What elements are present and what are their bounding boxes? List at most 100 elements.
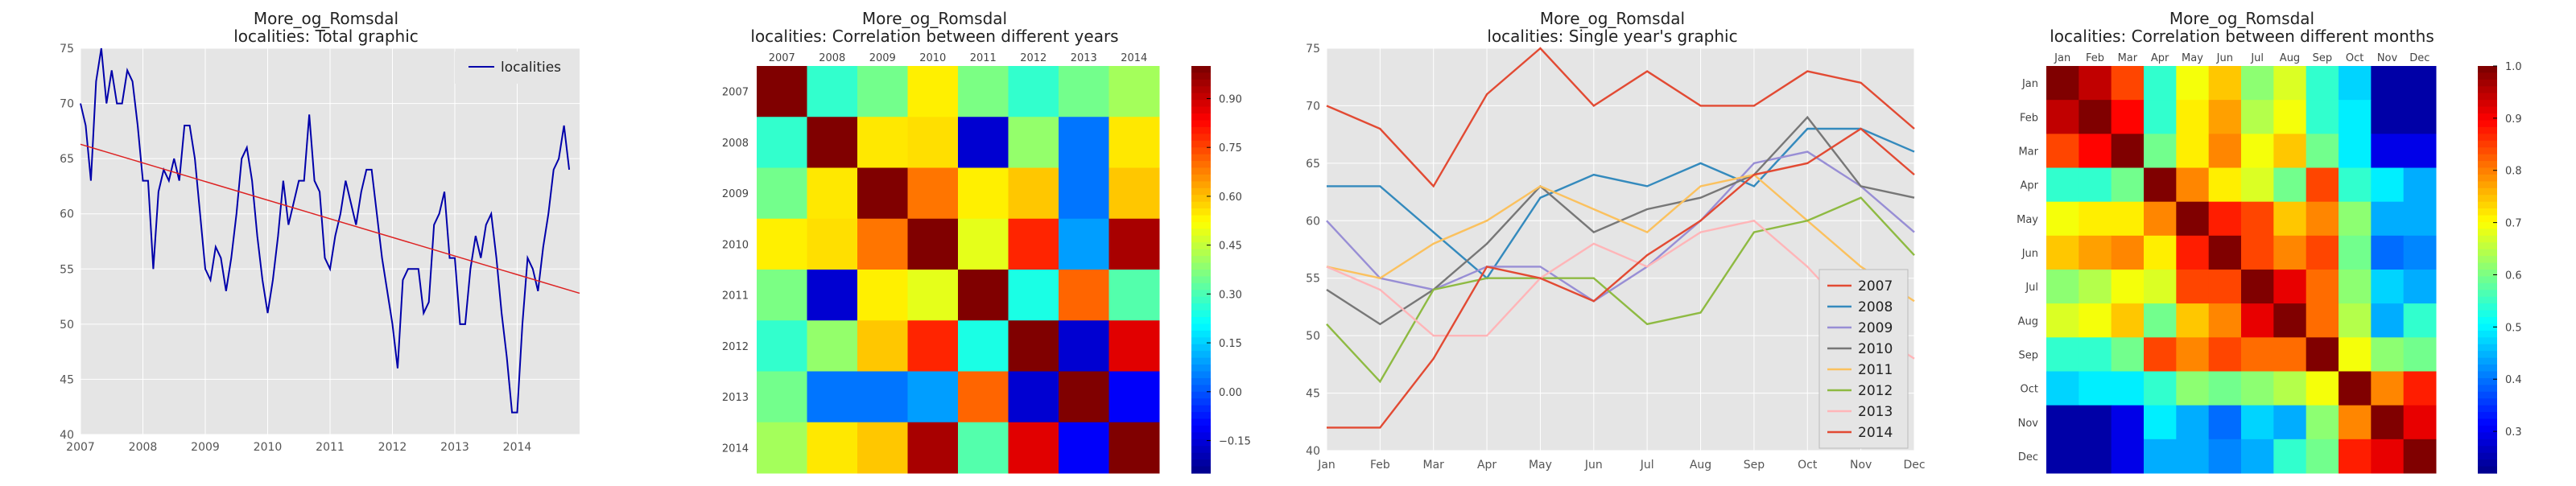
heatmap-cell [2176,303,2210,338]
colorbar-segment [1191,167,1211,175]
heatmap-cell [2339,201,2372,237]
heatmap-cell [2306,235,2339,270]
colorbar-segment [2478,364,2497,373]
colorbar-segment [1191,79,1211,87]
heatmap-cell [1059,117,1109,168]
column-label: 2010 [919,52,946,64]
heatmap-cell [2144,134,2177,168]
heatmap-cell [2306,167,2339,203]
row-label: Jul [2025,282,2038,294]
series-line-2013 [1326,219,1915,360]
heatmap-cell [2403,337,2437,372]
heatmap-cell [2079,201,2112,237]
heatmap-cell [1008,117,1059,168]
heatmap-cell [2046,100,2079,134]
colorbar-segment [1191,303,1211,311]
column-label: 2011 [970,52,997,64]
heatmap-cell [2403,270,2437,304]
colorbar-segment [1191,249,1211,257]
heatmap-cell [2111,405,2145,440]
colorbar-segment [2478,72,2497,80]
legend-box [1818,269,1909,449]
heatmap-cell [1108,270,1160,321]
heatmap-cell [2339,405,2372,440]
heatmap-cell [2371,337,2405,372]
x-tick-label: 2013 [440,441,469,454]
row-label: Aug [2018,315,2038,327]
heatmap-cell [2111,66,2145,101]
heatmap-cell [958,320,1009,372]
legend-label-2010: 2010 [1858,341,1893,357]
colorbar-segment [1191,106,1211,114]
row-label: 2009 [722,188,749,200]
heatmap-cell [2241,201,2274,237]
colorbar-segment [1191,452,1211,460]
colorbar-tick-label: −0.15 [1219,436,1251,448]
colorbar-tick-label: 0.8 [2505,166,2522,178]
colorbar-segment [2478,357,2497,365]
y-tick-label: 45 [60,373,74,386]
colorbar-segment [2478,418,2497,426]
heatmap-cell [2046,303,2079,338]
heatmap-cell [958,167,1009,220]
heatmap-cell [2371,235,2405,270]
heatmap-cell [2403,235,2437,270]
heatmap-cell [2306,201,2339,237]
heatmap-cell [2144,337,2177,372]
single-year-plot-area: Jan Feb Mar Apr May Jun Jul Aug Sep Oct Nov Dec 40 45… [1306,43,1925,472]
heatmap-cell [2208,201,2242,237]
row-label: 2013 [722,392,749,404]
heatmap-cell [907,218,959,270]
heatmap-cell [2208,167,2242,203]
heatmap-cell [2306,371,2339,406]
heatmap-cell [807,117,858,168]
heatmap-cell [2306,100,2339,134]
colorbar-tick-label: 0.75 [1219,142,1242,154]
heatmap-cell [2403,439,2437,474]
heatmap-cell [1059,218,1109,270]
colorbar-segment [1191,93,1211,101]
heatmap-cell [807,218,858,270]
heatmap-cell [857,422,908,474]
heatmap-cell [2176,337,2210,372]
x-tick-label: 2011 [316,441,345,454]
heatmap-cell [2371,100,2405,134]
heatmap-cell [2273,201,2307,237]
x-tick-label: 2008 [129,441,158,454]
x-tick-label: 2007 [66,441,95,454]
colorbar-segment [1191,86,1211,94]
heatmap-cell [807,371,858,423]
colorbar-segment [2478,120,2497,128]
column-label: Apr [2151,52,2169,64]
heatmap-cell [2079,167,2112,203]
colorbar-segment [2478,106,2497,114]
legend-label-2011: 2011 [1858,362,1893,378]
colorbar-segment [2478,432,2497,440]
heatmap-cell [857,167,908,220]
colorbar-segment [1191,337,1211,345]
y-tick-label: 70 [60,98,74,111]
heatmap-cell [1059,66,1109,117]
colorbar-segment [2478,466,2497,474]
heatmap-cell [2079,439,2112,474]
colorbar-segment [2478,221,2497,229]
colorbar-segment [2478,249,2497,257]
heatmap-cell [2079,337,2112,372]
y-tick-label: 50 [1306,330,1320,343]
colorbar-segment [1191,195,1211,203]
heatmap-cell [1008,167,1059,220]
heatmap-cell [2241,270,2274,304]
colorbar-segment [2478,398,2497,406]
heatmap-cell [2273,235,2307,270]
heatmap-cell [2241,66,2274,101]
heatmap-cell [1008,320,1059,372]
x-tick-label: Apr [1477,459,1496,472]
colorbar-segment [1191,371,1211,379]
x-tick-label: 2010 [254,441,283,454]
colorbar-segment [2478,215,2497,223]
colorbar-segment [2478,208,2497,216]
heatmap-cell [757,371,807,423]
heatmap-cell [2339,439,2372,474]
heatmap-cell [2144,405,2177,440]
heatmap-cell [2306,337,2339,372]
